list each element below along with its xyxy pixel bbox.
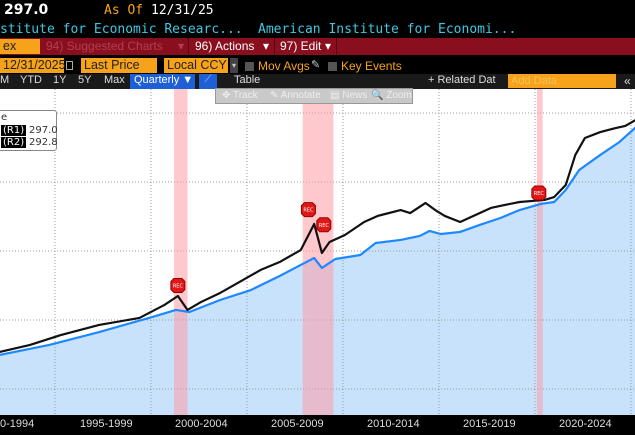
source-name: stitute for Economic Researc...: [0, 22, 243, 37]
series-line-r1: [0, 119, 635, 353]
chevron-down-icon: ▾: [178, 39, 185, 53]
key-events-checkbox[interactable]: [328, 62, 337, 71]
last-price: 297.0: [4, 2, 49, 18]
x-tick-label: 2015-2019: [463, 418, 516, 430]
price-type-field[interactable]: Last Price: [81, 58, 157, 73]
range-1y[interactable]: 1Y: [53, 74, 67, 86]
range-max[interactable]: Max: [104, 74, 125, 86]
annotate-tool[interactable]: ✎ Annotate: [270, 90, 321, 101]
recession-marker-label: REC: [319, 223, 330, 229]
recession-band: [174, 89, 188, 415]
actions-button[interactable]: 96) Actions: [195, 39, 255, 53]
suggested-charts-button[interactable]: 94) Suggested Charts: [46, 39, 163, 53]
as-of-label: As Of: [104, 3, 144, 18]
news-tool[interactable]: ▤ News: [330, 90, 368, 101]
currency-select[interactable]: Local CCY: [164, 58, 228, 73]
table-button[interactable]: Table: [234, 74, 261, 86]
collapse-icon[interactable]: «: [624, 74, 631, 88]
as-of-date: 12/31/25: [151, 3, 214, 18]
legend-title: e: [1, 112, 8, 123]
mov-avgs-checkbox[interactable]: [245, 62, 254, 71]
header-bar: 297.0 As Of 12/31/25: [0, 0, 635, 22]
recession-marker-icon: [316, 217, 332, 233]
chevron-down-icon: ▾: [263, 39, 270, 53]
recession-band: [536, 89, 543, 415]
recession-marker-label: REC: [303, 208, 314, 214]
x-tick-label: 2020-2024: [559, 418, 612, 430]
index-field[interactable]: ex: [0, 39, 40, 54]
divider: [336, 38, 337, 55]
divider: [274, 38, 275, 55]
divider: [188, 38, 189, 55]
x-tick-label: 2010-2014: [367, 418, 420, 430]
x-tick-label: 1995-1999: [80, 418, 133, 430]
chart-svg: REC REC REC REC: [0, 89, 635, 415]
x-axis: 0-1994 1995-1999 2000-2004 2005-2009 201…: [0, 415, 635, 435]
recession-marker-icon: [531, 185, 547, 201]
key-events-label[interactable]: Key Events: [341, 59, 402, 73]
legend[interactable]: e (R1) 297.0 (R2) 292.8: [0, 110, 58, 151]
series-line-r2: [0, 126, 635, 357]
zoom-tool[interactable]: 🔍 Zoom: [371, 90, 412, 101]
legend-r1-value: 297.0: [29, 125, 58, 136]
chart-area[interactable]: REC REC REC REC: [0, 89, 635, 415]
chevron-down-icon: ▾: [325, 39, 332, 53]
recession-marker-label: REC: [173, 284, 184, 290]
pencil-icon[interactable]: ✎: [311, 58, 321, 71]
x-tick-label: 0-1994: [0, 418, 35, 430]
recession-band: [302, 89, 334, 415]
chart-toolbar: ✥ Track ✎ Annotate ▤ News 🔍 Zoom: [215, 88, 413, 104]
controls-bar: 12/31/2025 Last Price Local CCY ▾ Mov Av…: [0, 55, 635, 74]
edit-button[interactable]: 97) Edit: [280, 39, 322, 53]
date-input[interactable]: 12/31/2025: [0, 58, 66, 73]
range-ytd[interactable]: YTD: [20, 74, 42, 86]
track-tool[interactable]: ✥ Track: [222, 90, 258, 101]
x-tick-label: 2005-2009: [271, 418, 324, 430]
chevron-down-icon[interactable]: ▾: [230, 58, 238, 73]
series-name: American Institute for Economi...: [258, 22, 517, 37]
security-description: stitute for Economic Researc... American…: [0, 22, 635, 38]
menu-bar: ex 94) Suggested Charts ▾ 96) Actions ▾ …: [0, 38, 635, 55]
range-m[interactable]: M: [0, 74, 10, 86]
range-bar: M YTD 1Y 5Y Max Quarterly ▼ ⟋ Table + Re…: [0, 74, 635, 89]
add-data-input[interactable]: Add Data: [508, 74, 616, 88]
recession-marker-icon: [170, 278, 186, 293]
legend-r1-tag: (R1): [1, 125, 27, 136]
legend-r2-value: 292.8: [29, 137, 58, 148]
mov-avgs-label[interactable]: Mov Avgs: [258, 59, 310, 73]
recession-marker-icon: [300, 202, 316, 218]
line-chart-icon[interactable]: ⟋: [199, 74, 217, 89]
calendar-icon[interactable]: [66, 61, 73, 70]
x-tick-label: 2000-2004: [175, 418, 228, 430]
recession-marker-label: REC: [534, 191, 545, 197]
related-data-button[interactable]: + Related Dat: [428, 74, 496, 86]
period-select[interactable]: Quarterly ▼: [130, 74, 195, 89]
legend-r2-tag: (R2): [1, 137, 27, 148]
range-5y[interactable]: 5Y: [78, 74, 92, 86]
